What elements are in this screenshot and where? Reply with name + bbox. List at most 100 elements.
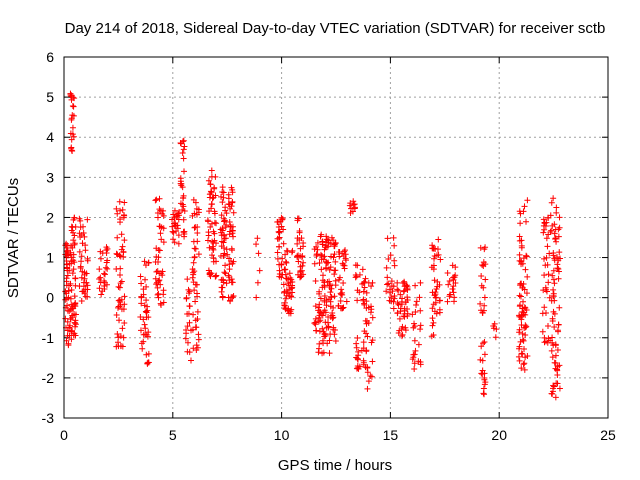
- data-point: [479, 309, 486, 316]
- data-point: [210, 228, 217, 235]
- data-point: [477, 300, 484, 307]
- data-point: [229, 189, 236, 196]
- data-point: [517, 293, 524, 300]
- plot-frame: [63, 56, 609, 419]
- data-point: [391, 295, 398, 302]
- data-point: [429, 305, 436, 312]
- data-point: [517, 302, 524, 309]
- data-point: [228, 223, 235, 230]
- data-point: [297, 267, 304, 274]
- data-point: [68, 227, 75, 234]
- data-point: [143, 314, 150, 321]
- data-point: [480, 390, 487, 397]
- data-point: [518, 365, 525, 372]
- data-point: [551, 230, 558, 237]
- data-point: [329, 312, 336, 319]
- data-point: [158, 270, 165, 277]
- data-point: [283, 287, 290, 294]
- data-point: [547, 228, 554, 235]
- data-point: [228, 279, 235, 286]
- data-point: [210, 194, 217, 201]
- data-point: [549, 334, 556, 341]
- data-point: [341, 265, 348, 272]
- data-point: [227, 223, 234, 230]
- data-point: [355, 365, 362, 372]
- data-point: [555, 226, 562, 233]
- data-point: [478, 370, 485, 377]
- data-point: [477, 244, 484, 251]
- data-point: [365, 319, 372, 326]
- data-point: [227, 205, 234, 212]
- data-point: [69, 303, 76, 310]
- x-tick-label: 25: [600, 427, 616, 443]
- data-point: [313, 327, 320, 334]
- data-point: [521, 366, 528, 373]
- data-point: [174, 222, 181, 229]
- data-point: [65, 282, 72, 289]
- data-point: [554, 261, 561, 268]
- data-point: [221, 269, 228, 276]
- data-point: [114, 234, 121, 241]
- data-point: [390, 283, 397, 290]
- data-point: [189, 266, 196, 273]
- data-point: [520, 337, 527, 344]
- data-point: [253, 294, 260, 301]
- data-point: [318, 266, 325, 273]
- data-point: [213, 240, 220, 247]
- data-point: [219, 184, 226, 191]
- data-point: [82, 293, 89, 300]
- data-point: [113, 311, 120, 318]
- data-point: [181, 168, 188, 175]
- data-point: [550, 276, 557, 283]
- data-point: [548, 199, 555, 206]
- data-point: [217, 226, 224, 233]
- data-point: [71, 293, 78, 300]
- data-point: [354, 297, 361, 304]
- data-point: [553, 380, 560, 387]
- data-point: [62, 315, 69, 322]
- data-point: [121, 293, 128, 300]
- data-point: [319, 325, 326, 332]
- data-point: [431, 255, 438, 262]
- data-point: [209, 245, 216, 252]
- data-point: [282, 305, 289, 312]
- data-point: [551, 297, 558, 304]
- data-point: [478, 282, 485, 289]
- data-point: [429, 245, 436, 252]
- data-point: [553, 209, 560, 216]
- data-point: [184, 276, 191, 283]
- data-point: [97, 274, 104, 281]
- data-point: [117, 280, 124, 287]
- data-point: [324, 279, 331, 286]
- data-point: [549, 272, 556, 279]
- data-point: [410, 351, 417, 358]
- data-point: [185, 290, 192, 297]
- data-point: [70, 103, 77, 110]
- data-point: [390, 298, 397, 305]
- data-point: [411, 337, 418, 344]
- data-point: [77, 224, 84, 231]
- data-point: [102, 264, 109, 271]
- data-point: [557, 255, 564, 262]
- data-point: [353, 344, 360, 351]
- data-point: [69, 312, 76, 319]
- data-point: [361, 278, 368, 285]
- data-point: [445, 281, 452, 288]
- data-point: [205, 232, 212, 239]
- data-point: [170, 229, 177, 236]
- data-point: [153, 279, 160, 286]
- data-point: [145, 259, 152, 266]
- data-point: [226, 266, 233, 273]
- data-point: [79, 288, 86, 295]
- data-point: [65, 342, 72, 349]
- data-point: [551, 221, 558, 228]
- data-point: [189, 212, 196, 219]
- data-point: [210, 246, 217, 253]
- data-point: [67, 91, 74, 98]
- data-point: [417, 307, 424, 314]
- data-point: [157, 230, 164, 237]
- data-point: [320, 272, 327, 279]
- data-point: [481, 338, 488, 345]
- data-point: [192, 298, 199, 305]
- data-point: [556, 385, 563, 392]
